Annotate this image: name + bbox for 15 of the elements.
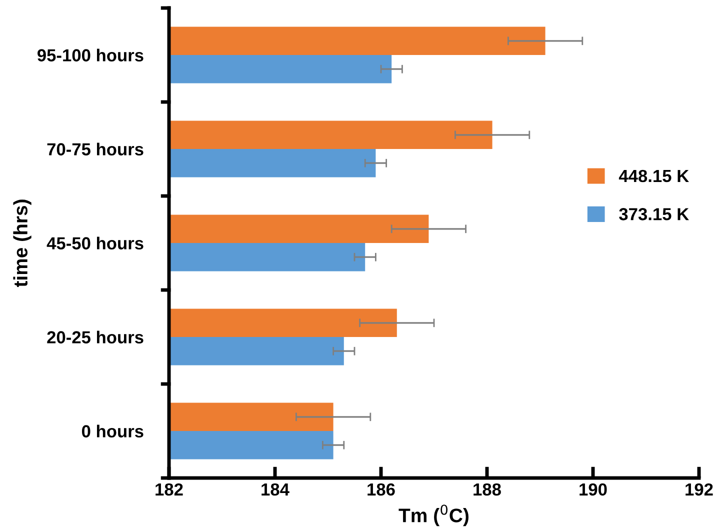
x-tick-label: 188 <box>474 483 501 496</box>
y-axis-title: time (hrs) <box>13 200 32 288</box>
x-tick-label: 190 <box>580 483 607 496</box>
y-tick-label: 20-25 hours <box>47 330 144 344</box>
y-tick-label: 0 hours <box>82 424 144 438</box>
x-tick-label: 182 <box>156 483 183 496</box>
x-axis-title: Tm ($^{0}$C) <box>398 504 468 526</box>
x-tick-label: 184 <box>262 483 290 496</box>
y-tick-label: 95-100 hours <box>38 48 144 62</box>
x-tick-label: 192 <box>686 483 713 496</box>
x-tick-label: 186 <box>368 483 395 496</box>
y-tick-label: 45-50 hours <box>46 236 144 250</box>
y-tick-label: 70-75 hours <box>47 142 144 156</box>
legend-label: 373.15 K <box>619 208 689 220</box>
legend-label: 448.15 K <box>618 170 689 182</box>
